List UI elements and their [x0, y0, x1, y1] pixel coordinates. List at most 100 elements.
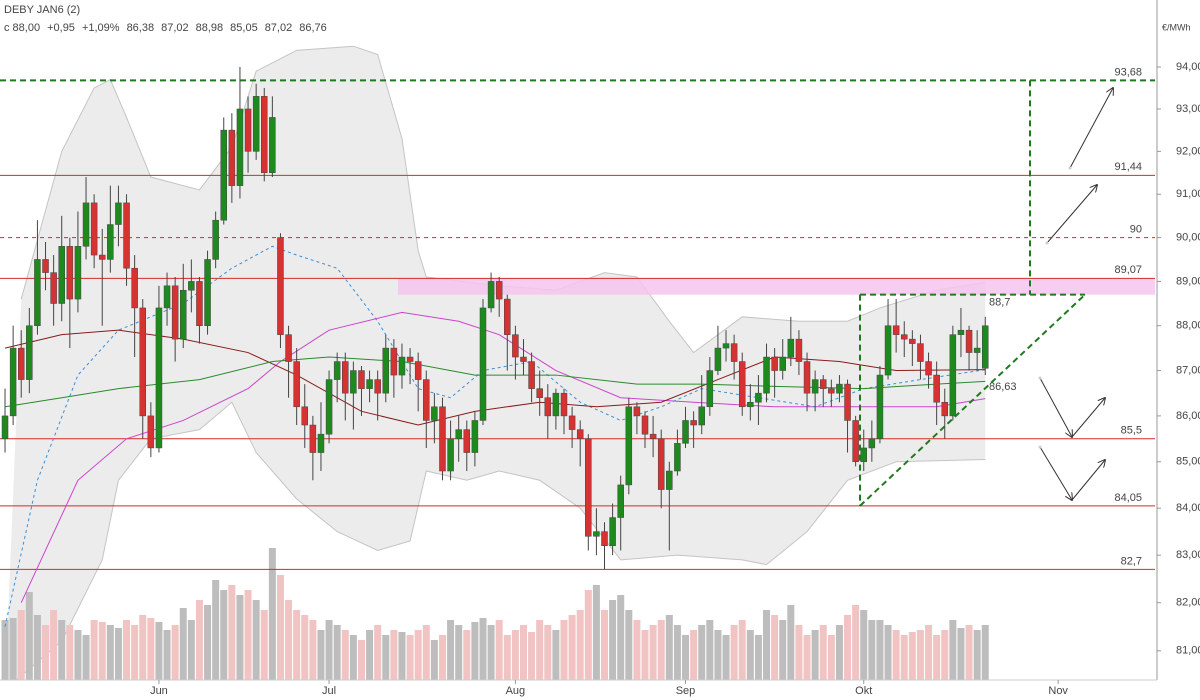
level-label: 89,07: [1114, 264, 1142, 276]
triangle-diagonal: [859, 293, 1086, 507]
volume-bar: [114, 628, 122, 680]
candle-body: [163, 285, 171, 309]
candle-body: [738, 361, 746, 408]
candle-body: [107, 224, 114, 260]
volume-bar: [584, 590, 592, 680]
volume-bar: [276, 575, 284, 680]
candle-body: [82, 202, 90, 247]
level-label: 90: [1130, 223, 1142, 235]
volume-bar: [876, 620, 884, 680]
quote-value: c 88,00: [4, 22, 40, 34]
volume-bar: [471, 622, 479, 680]
volume-bar: [487, 625, 495, 680]
volume-bar: [139, 615, 147, 680]
candle-body: [431, 406, 438, 421]
annotation-label: 88,7: [989, 297, 1010, 309]
candle-body: [342, 361, 349, 394]
candle-body: [350, 370, 357, 394]
candle-body: [487, 281, 495, 309]
arrow: [1046, 185, 1097, 244]
candle-body: [390, 347, 398, 376]
quote-value: 87,02: [265, 22, 293, 34]
arrow: [1069, 88, 1113, 169]
volume-bar: [406, 635, 414, 680]
volume-bar: [884, 625, 892, 680]
volume-bar: [204, 605, 212, 680]
candle-body: [139, 307, 146, 417]
candle-body: [455, 429, 462, 440]
candle-body: [236, 108, 244, 186]
candle-body: [585, 438, 592, 537]
volume-bar: [933, 635, 941, 680]
volume-bar: [463, 630, 471, 680]
candle-body: [528, 361, 535, 389]
candle-body: [633, 406, 641, 417]
indicator-line: [4, 245, 986, 627]
candle-body: [504, 298, 511, 335]
y-tick-label: 91,00: [1176, 188, 1200, 200]
candle-body: [698, 406, 705, 426]
volume-bar: [568, 615, 576, 680]
volume-bar: [90, 620, 98, 680]
volume-bar: [698, 625, 706, 680]
y-tick-label: 90,00: [1176, 231, 1200, 243]
candle-body: [795, 338, 803, 362]
volume-bar: [341, 630, 349, 680]
candle-body: [244, 108, 252, 152]
volume-bar: [552, 630, 560, 680]
y-tick-label: 94,00: [1176, 61, 1200, 73]
candle-body: [495, 281, 503, 300]
candle-body: [844, 383, 851, 421]
level-label: 93,68: [1114, 66, 1142, 78]
candle-body: [301, 406, 309, 426]
candle-body: [463, 429, 471, 453]
candle-body: [317, 433, 325, 453]
arrow-dot: [1038, 376, 1042, 380]
candle-body: [682, 420, 689, 444]
x-tick-label: Jul: [322, 685, 336, 697]
candle-body: [398, 356, 406, 376]
volume-bar: [438, 635, 446, 680]
volume-bar: [106, 625, 114, 680]
candle-body: [9, 347, 17, 417]
volume-bar: [819, 625, 827, 680]
candle-body: [220, 129, 228, 221]
candle-body: [269, 117, 276, 173]
candle-body: [414, 361, 422, 380]
candle-body: [649, 433, 657, 440]
volume-bar: [414, 630, 422, 680]
candle-body: [617, 484, 624, 518]
volume-bar: [916, 630, 924, 680]
candle-body: [803, 361, 811, 394]
x-tick-label: Aug: [506, 685, 526, 697]
volume-bar: [544, 625, 552, 680]
candle-body: [771, 356, 778, 371]
volume-bar: [390, 630, 398, 680]
volume-bar: [771, 615, 779, 680]
candle-body: [666, 470, 673, 490]
arrow-dot: [1038, 445, 1042, 449]
candle-body: [204, 259, 211, 326]
volume-bar: [601, 610, 609, 680]
volume-bar: [779, 620, 787, 680]
candle-body: [876, 374, 884, 440]
candle-body: [949, 334, 957, 417]
y-tick-label: 87,00: [1176, 364, 1200, 376]
volume-bar: [236, 595, 244, 680]
candle-body: [674, 443, 681, 472]
candle-body: [179, 289, 187, 340]
volume-bar: [333, 625, 341, 680]
volume-bar: [131, 625, 139, 680]
quote-value: 86,38: [127, 22, 155, 34]
indicator-line: [20, 311, 986, 603]
candle-body: [657, 438, 665, 490]
volume-bar: [9, 618, 17, 680]
volume-bar: [690, 630, 698, 680]
band-line: [20, 45, 986, 354]
volume-bar: [58, 620, 66, 680]
quote-value: +1,09%: [82, 22, 120, 34]
volume-bar: [260, 610, 268, 680]
y-tick-label: 89,00: [1176, 275, 1200, 287]
candle-body: [17, 347, 25, 380]
